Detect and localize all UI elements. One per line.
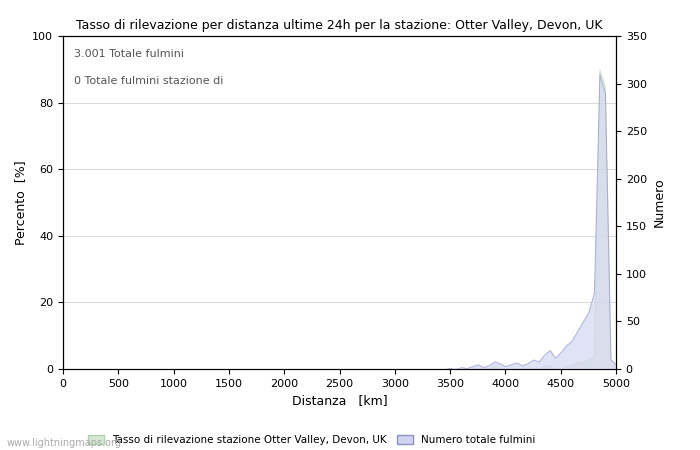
Y-axis label: Percento  [%]: Percento [%] (14, 160, 27, 245)
Text: 3.001 Totale fulmini: 3.001 Totale fulmini (74, 50, 184, 59)
Y-axis label: Numero: Numero (652, 178, 666, 227)
Text: www.lightningmaps.org: www.lightningmaps.org (7, 438, 122, 448)
X-axis label: Distanza   [km]: Distanza [km] (292, 394, 387, 407)
Text: 0 Totale fulmini stazione di: 0 Totale fulmini stazione di (74, 76, 223, 86)
Title: Tasso di rilevazione per distanza ultime 24h per la stazione: Otter Valley, Devo: Tasso di rilevazione per distanza ultime… (76, 19, 603, 32)
Legend: Tasso di rilevazione stazione Otter Valley, Devon, UK, Numero totale fulmini: Tasso di rilevazione stazione Otter Vall… (84, 431, 540, 450)
